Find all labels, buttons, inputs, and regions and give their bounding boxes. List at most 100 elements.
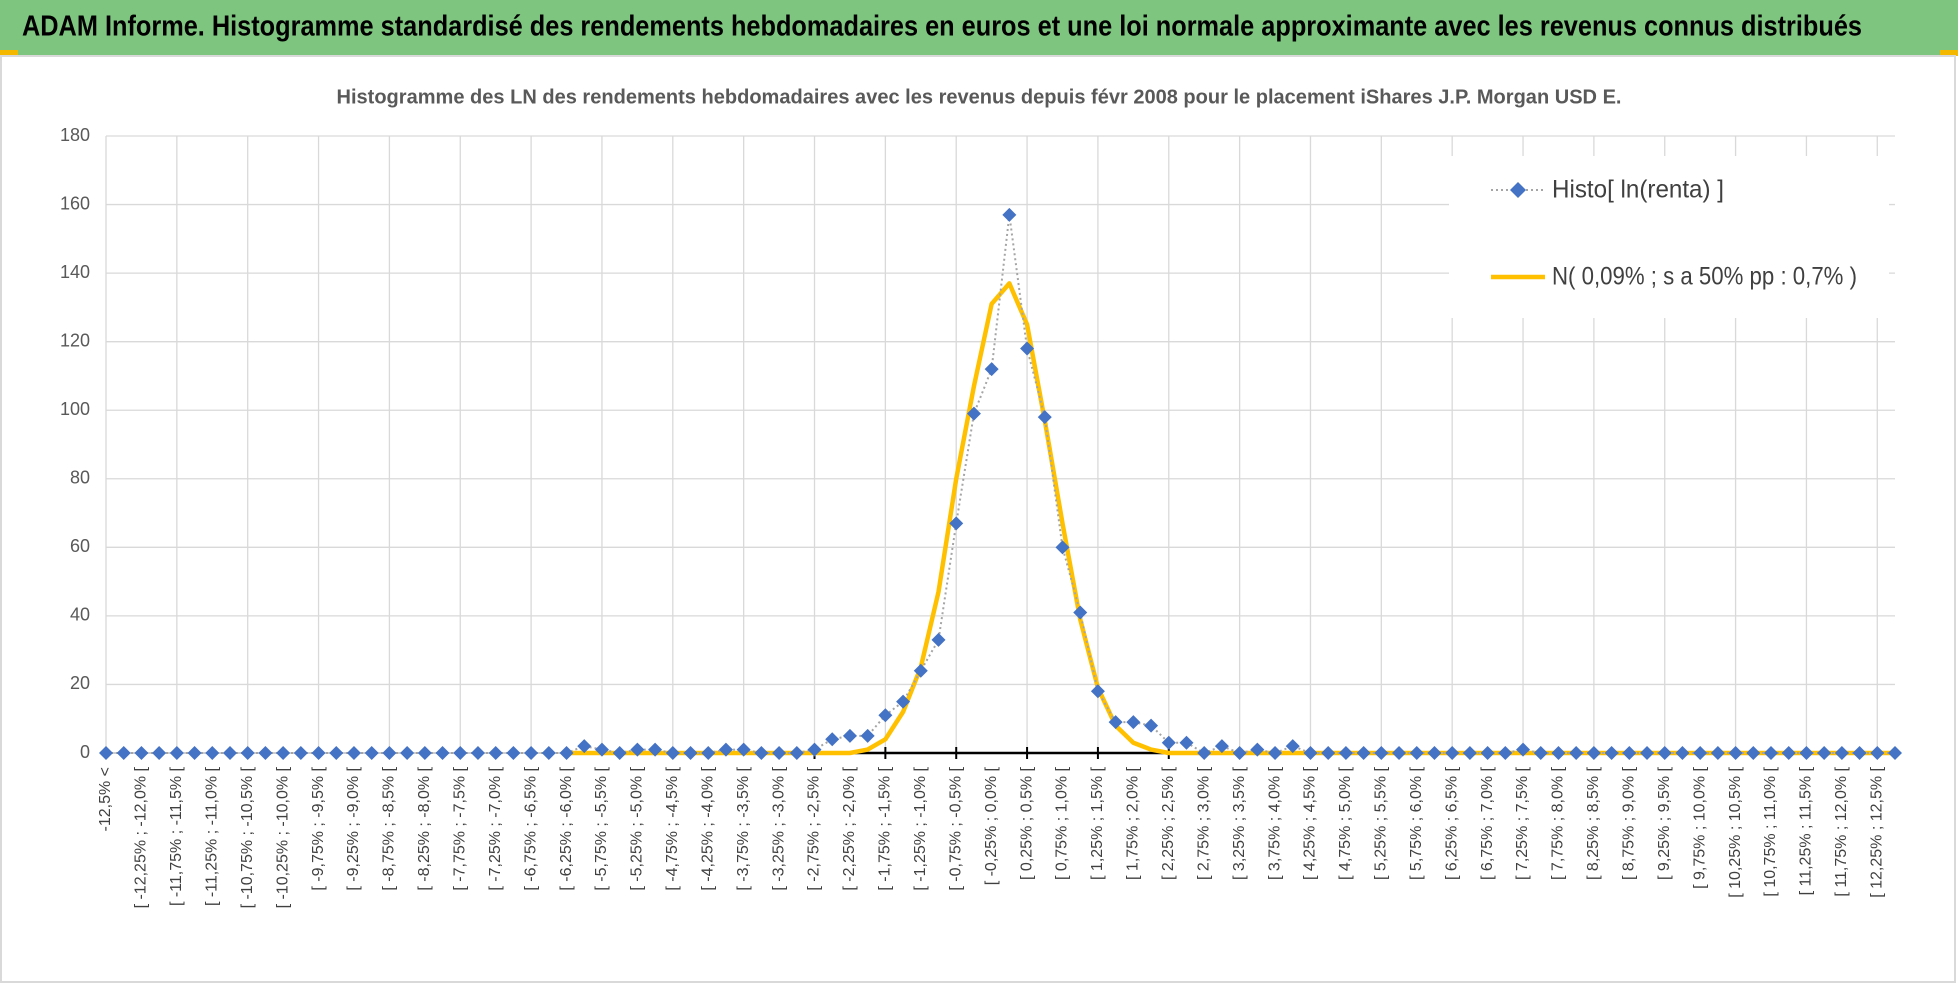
histogram-point xyxy=(1285,739,1300,754)
x-tick-label: [ 4,25% ; 4,5% [ xyxy=(1302,766,1319,880)
histogram-point xyxy=(1693,746,1708,760)
x-tick-label: [ -11,75% ; -11,5% [ xyxy=(168,766,185,906)
histogram-point xyxy=(1002,207,1017,222)
histogram-point xyxy=(1817,746,1832,760)
y-tick-label: 0 xyxy=(80,742,90,762)
histogram-point xyxy=(1179,735,1194,750)
histogram-point xyxy=(1586,746,1601,760)
histogram-point xyxy=(417,746,432,760)
histogram-point xyxy=(842,728,857,743)
histogram-point xyxy=(524,746,539,760)
x-tick-label: [ 6,25% ; 6,5% [ xyxy=(1443,766,1460,880)
x-tick-label: [ -2,25% ; -2,0% [ xyxy=(841,766,858,890)
histogram-point xyxy=(1338,746,1353,760)
histogram-point xyxy=(329,746,344,760)
histogram-point xyxy=(99,746,113,760)
x-tick-label: [ 3,75% ; 4,0% [ xyxy=(1266,766,1283,880)
legend-label: Histo[ ln(renta) ] xyxy=(1552,176,1724,204)
page-title: ADAM Informe. Histogramme standardisé de… xyxy=(22,11,1862,43)
histogram-point xyxy=(559,746,574,760)
x-tick-label: [ -9,25% ; -9,0% [ xyxy=(345,766,362,890)
histogram-point xyxy=(825,732,840,747)
x-tick-label: [ -9,75% ; -9,5% [ xyxy=(310,766,327,890)
x-tick-label: [ 9,25% ; 9,5% [ xyxy=(1656,766,1673,880)
y-tick-label: 60 xyxy=(70,536,90,556)
histogram-point xyxy=(240,746,255,760)
histogram-point xyxy=(435,746,450,760)
histogram-point xyxy=(364,746,379,760)
histogram-point xyxy=(1427,746,1442,760)
x-tick-label: -12,5% < xyxy=(97,767,114,831)
x-tick-label: [ -1,75% ; -1,5% [ xyxy=(877,766,894,890)
histogram-point xyxy=(807,742,822,757)
histogram-point xyxy=(594,742,609,757)
y-tick-label: 140 xyxy=(60,262,90,282)
x-tick-label: [ -8,25% ; -8,0% [ xyxy=(416,766,433,890)
histogram-point xyxy=(1090,684,1105,699)
histogram-point xyxy=(1852,746,1867,760)
x-tick-label: [ -10,75% ; -10,5% [ xyxy=(239,766,256,908)
histogram-point xyxy=(984,362,999,377)
x-tick-label: [ 8,75% ; 9,0% [ xyxy=(1621,766,1638,880)
histogram-point xyxy=(1250,742,1265,757)
x-tick-label: [ 5,75% ; 6,0% [ xyxy=(1408,766,1425,880)
histogram-point xyxy=(134,746,149,760)
histogram-point xyxy=(1604,746,1619,760)
histogram-point xyxy=(541,746,556,760)
histogram-point xyxy=(1462,746,1477,760)
histogram-point xyxy=(187,746,202,760)
legend-box xyxy=(1449,156,1889,318)
x-tick-label: [ 7,25% ; 7,5% [ xyxy=(1514,766,1531,880)
x-tick-label: [ -11,25% ; -11,0% [ xyxy=(203,766,220,906)
y-tick-label: 100 xyxy=(60,399,90,419)
x-tick-label: [ -3,75% ; -3,5% [ xyxy=(735,766,752,890)
title-bar xyxy=(0,0,1958,55)
histogram-point xyxy=(116,746,131,760)
histogram-point xyxy=(701,746,716,760)
histogram-point xyxy=(772,746,787,760)
histogram-point xyxy=(1268,746,1283,760)
x-tick-label: [ 2,75% ; 3,0% [ xyxy=(1195,766,1212,880)
histogram-point xyxy=(1037,410,1052,425)
histogram-point xyxy=(896,694,911,709)
corner-mark xyxy=(0,50,18,56)
histogram-point xyxy=(453,746,468,760)
x-tick-label: [ 1,25% ; 1,5% [ xyxy=(1089,766,1106,880)
x-tick-label: [ -4,75% ; -4,5% [ xyxy=(664,766,681,890)
x-tick-label: [ 7,75% ; 8,0% [ xyxy=(1550,766,1567,880)
histogram-point xyxy=(1764,746,1779,760)
histogram-point xyxy=(1799,746,1814,760)
x-tick-label: [ 0,75% ; 1,0% [ xyxy=(1054,766,1071,880)
x-tick-label: [ -8,75% ; -8,5% [ xyxy=(381,766,398,890)
histogram-point xyxy=(258,746,273,760)
y-tick-label: 40 xyxy=(70,605,90,625)
histogram-point xyxy=(1321,746,1336,760)
histogram-point xyxy=(1303,746,1318,760)
histogram-point xyxy=(293,746,308,760)
histogram-point xyxy=(1161,735,1176,750)
histogram-point xyxy=(665,746,680,760)
histogram-point xyxy=(205,746,220,760)
histogram-point xyxy=(1640,746,1655,760)
histogram-point xyxy=(878,708,893,723)
histogram-point xyxy=(1392,746,1407,760)
histogram-point xyxy=(506,746,521,760)
x-tick-label: [ 10,25% ; 10,5% [ xyxy=(1727,766,1744,897)
histogram-point xyxy=(1622,746,1637,760)
x-tick-label: [ -4,25% ; -4,0% [ xyxy=(699,766,716,890)
histogram-point xyxy=(754,746,769,760)
histogram-point xyxy=(1498,746,1513,760)
histogram-point xyxy=(966,406,981,421)
histogram-point xyxy=(1657,746,1672,760)
x-tick-label: [ 2,25% ; 2,5% [ xyxy=(1160,766,1177,880)
histogram-point xyxy=(1445,746,1460,760)
x-tick-label: [ -5,75% ; -5,5% [ xyxy=(593,766,610,890)
histogram-point xyxy=(1746,746,1761,760)
histogram-point xyxy=(683,746,698,760)
x-tick-label: [ -5,25% ; -5,0% [ xyxy=(629,766,646,890)
histogram-point xyxy=(311,746,326,760)
x-tick-label: [ 6,75% ; 7,0% [ xyxy=(1479,766,1496,880)
x-tick-label: [ 1,75% ; 2,0% [ xyxy=(1125,766,1142,880)
histogram-point xyxy=(1409,746,1424,760)
histogram-point xyxy=(1232,746,1247,760)
